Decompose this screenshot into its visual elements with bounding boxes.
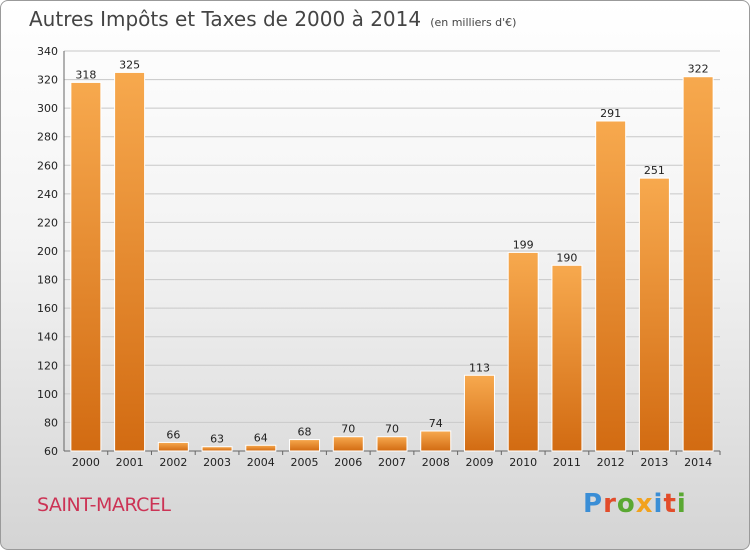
y-tick-label: 200 (37, 245, 58, 258)
bar-2007 (376, 436, 408, 452)
x-tick-label-2002: 2002 (159, 456, 187, 469)
bar-2009 (463, 374, 495, 452)
y-tick-label: 280 (37, 131, 58, 144)
brand-letter: x (635, 489, 654, 519)
bar-2001 (114, 71, 146, 452)
x-tick-label-2004: 2004 (247, 456, 275, 469)
y-tick-label: 160 (37, 302, 58, 315)
y-tick-label: 240 (37, 188, 58, 201)
data-label-2007: 70 (385, 423, 399, 436)
axis-layer: 60 80 100 120 140 160 180 200 220 240 260 280 300 320… (37, 45, 721, 469)
y-tick-label: 100 (37, 388, 58, 401)
data-label-2013: 251 (644, 164, 665, 177)
y-tick-label: 180 (37, 274, 58, 287)
brand-letter: r (603, 489, 617, 519)
data-label-2010: 199 (513, 238, 534, 251)
bar-2010 (507, 251, 539, 452)
bar-layer (70, 71, 714, 452)
bar-2000 (70, 81, 102, 452)
data-label-2000: 318 (75, 68, 96, 81)
label-layer: 318 325 66 63 64 68 70 70 74 113 199 190 291 251 322 (75, 58, 708, 445)
chart-title: Autres Impôts et Taxes de 2000 à 2014 (29, 7, 422, 31)
brand-letter: o (616, 489, 636, 519)
y-tick-label: 220 (37, 216, 58, 229)
bar-2013 (638, 177, 670, 452)
x-tick-label-2008: 2008 (422, 456, 450, 469)
chart-title-block: Autres Impôts et Taxes de 2000 à 2014 (e… (29, 7, 516, 31)
bar-2014 (682, 76, 714, 452)
x-tick-label-2014: 2014 (684, 456, 712, 469)
bar-2002 (157, 441, 189, 452)
chart-unit-label: (en milliers d'€) (430, 16, 517, 29)
brand-logo: Proxiti (583, 489, 687, 519)
data-label-2006: 70 (341, 423, 355, 436)
y-tick-label: 320 (37, 74, 58, 87)
data-label-2008: 74 (429, 417, 443, 430)
data-label-2011: 190 (556, 251, 577, 264)
x-tick-label-2000: 2000 (72, 456, 100, 469)
brand-letter: P (583, 489, 604, 519)
place-name: SAINT-MARCEL (37, 494, 171, 516)
x-tick-label-2005: 2005 (291, 456, 319, 469)
bar-2008 (420, 430, 452, 452)
y-tick-label: 60 (44, 445, 58, 458)
bar-2011 (551, 264, 583, 452)
brand-letter: i (676, 489, 687, 519)
y-tick-label: 260 (37, 159, 58, 172)
data-label-2002: 66 (166, 428, 180, 441)
x-tick-label-2013: 2013 (640, 456, 668, 469)
data-label-2005: 68 (298, 426, 312, 439)
x-tick-label-2011: 2011 (553, 456, 581, 469)
data-label-2009: 113 (469, 361, 490, 374)
brand-letter: t (663, 489, 677, 519)
y-tick-label: 80 (44, 416, 58, 429)
data-label-2004: 64 (254, 431, 268, 444)
bar-2006 (332, 436, 364, 452)
y-tick-label: 340 (37, 45, 58, 58)
y-tick-label: 140 (37, 331, 58, 344)
bar-2004 (245, 444, 277, 452)
x-tick-label-2012: 2012 (597, 456, 625, 469)
x-tick-label-2003: 2003 (203, 456, 231, 469)
data-label-2014: 322 (688, 63, 709, 76)
x-tick-label-2006: 2006 (334, 456, 362, 469)
brand-letter: i (653, 489, 664, 519)
bar-2003 (201, 446, 233, 452)
data-label-2001: 325 (119, 58, 140, 71)
bar-2005 (289, 439, 321, 452)
data-label-2012: 291 (600, 107, 621, 120)
x-tick-label-2009: 2009 (465, 456, 493, 469)
y-tick-label: 120 (37, 359, 58, 372)
x-tick-label-2007: 2007 (378, 456, 406, 469)
x-tick-label-2001: 2001 (116, 456, 144, 469)
data-label-2003: 63 (210, 433, 224, 446)
y-tick-label: 300 (37, 102, 58, 115)
x-tick-label-2010: 2010 (509, 456, 537, 469)
bar-2012 (595, 120, 627, 452)
